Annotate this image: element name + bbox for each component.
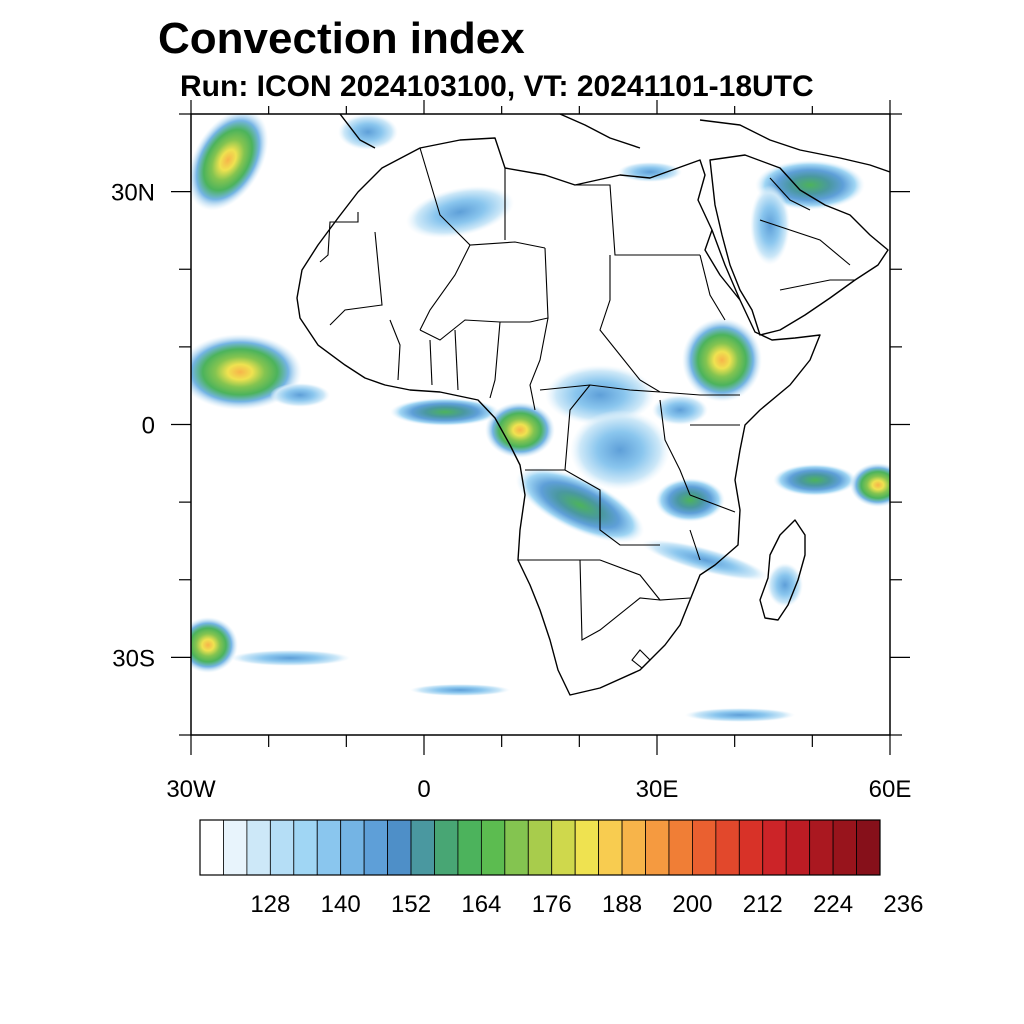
colorbar-swatch <box>715 819 740 876</box>
convection-ethiopia <box>682 318 762 402</box>
colorbar-swatch <box>856 819 881 876</box>
colorbar-label: 164 <box>461 891 501 918</box>
convection-madagascar <box>767 563 803 607</box>
colorbar-swatch <box>457 819 482 876</box>
colorbar-label: 128 <box>250 891 290 918</box>
colorbar-swatch <box>762 819 787 876</box>
lon-tick-label: 30W <box>166 776 216 803</box>
colorbar-label: 188 <box>602 891 642 918</box>
colorbar-swatch <box>832 819 857 876</box>
colorbar-swatch <box>199 819 224 876</box>
colorbar-swatch <box>504 819 529 876</box>
colorbar-label: 200 <box>672 891 712 918</box>
coastlines <box>296 114 890 696</box>
colorbar-swatch <box>293 819 318 876</box>
colorbar-label: 176 <box>532 891 572 918</box>
lon-tick-label: 0 <box>417 776 430 803</box>
convection-south-atlantic <box>191 617 238 673</box>
convection-atlantic-north <box>191 114 269 211</box>
colorbar-label: 212 <box>743 891 783 918</box>
colorbar-swatch <box>246 819 271 876</box>
colorbar-swatch <box>598 819 623 876</box>
convection-field <box>191 114 890 722</box>
colorbar-swatch <box>668 819 693 876</box>
colorbar-swatch <box>269 819 295 876</box>
lat-tick-label: 30S <box>112 645 155 672</box>
colorbar-swatch <box>480 819 506 876</box>
colorbar-label: 152 <box>391 891 431 918</box>
colorbar-swatch <box>785 819 811 876</box>
colorbar-swatch <box>621 819 646 876</box>
convection-sahara <box>405 185 515 239</box>
colorbar-swatch <box>574 819 600 876</box>
colorbar-swatch <box>316 819 342 876</box>
colorbar-swatch <box>387 819 412 876</box>
colorbar-swatch <box>738 819 764 876</box>
colorbar-swatch <box>340 819 365 876</box>
lon-tick-label: 30E <box>636 776 679 803</box>
lat-tick-label: 30N <box>111 180 155 207</box>
colorbar-label: 224 <box>813 891 853 918</box>
colorbar-swatch <box>645 819 670 876</box>
colorbar-swatch <box>223 819 248 876</box>
lon-tick-label: 60E <box>869 776 912 803</box>
lat-tick-label: 0 <box>142 413 155 440</box>
convection-gulf-of-guinea <box>390 398 500 426</box>
chart-title: Convection index <box>158 14 525 63</box>
convection-congo-basin <box>515 467 645 543</box>
colorbar-swatch <box>692 819 717 876</box>
chart-subtitle: Run: ICON 2024103100, VT: 20241101-18UTC <box>180 70 814 103</box>
country-borders <box>319 147 855 669</box>
map-area <box>191 114 890 735</box>
colorbar-label: 236 <box>883 891 923 918</box>
colorbar-label: 140 <box>321 891 361 918</box>
colorbar-swatch <box>363 819 388 876</box>
lat-axis: 30N 0 30S <box>111 113 910 736</box>
colorbar-swatch <box>809 819 834 876</box>
lon-axis: 30W 0 30E 60E <box>166 100 911 803</box>
colorbar: 128 140 152 164 176 188 200 212 224 236 <box>199 819 923 918</box>
colorbar-swatch <box>527 819 553 876</box>
convection-indian-ocean <box>773 464 857 496</box>
colorbar-swatch <box>410 819 435 876</box>
colorbar-swatch <box>551 819 576 876</box>
colorbar-swatch <box>434 819 459 876</box>
